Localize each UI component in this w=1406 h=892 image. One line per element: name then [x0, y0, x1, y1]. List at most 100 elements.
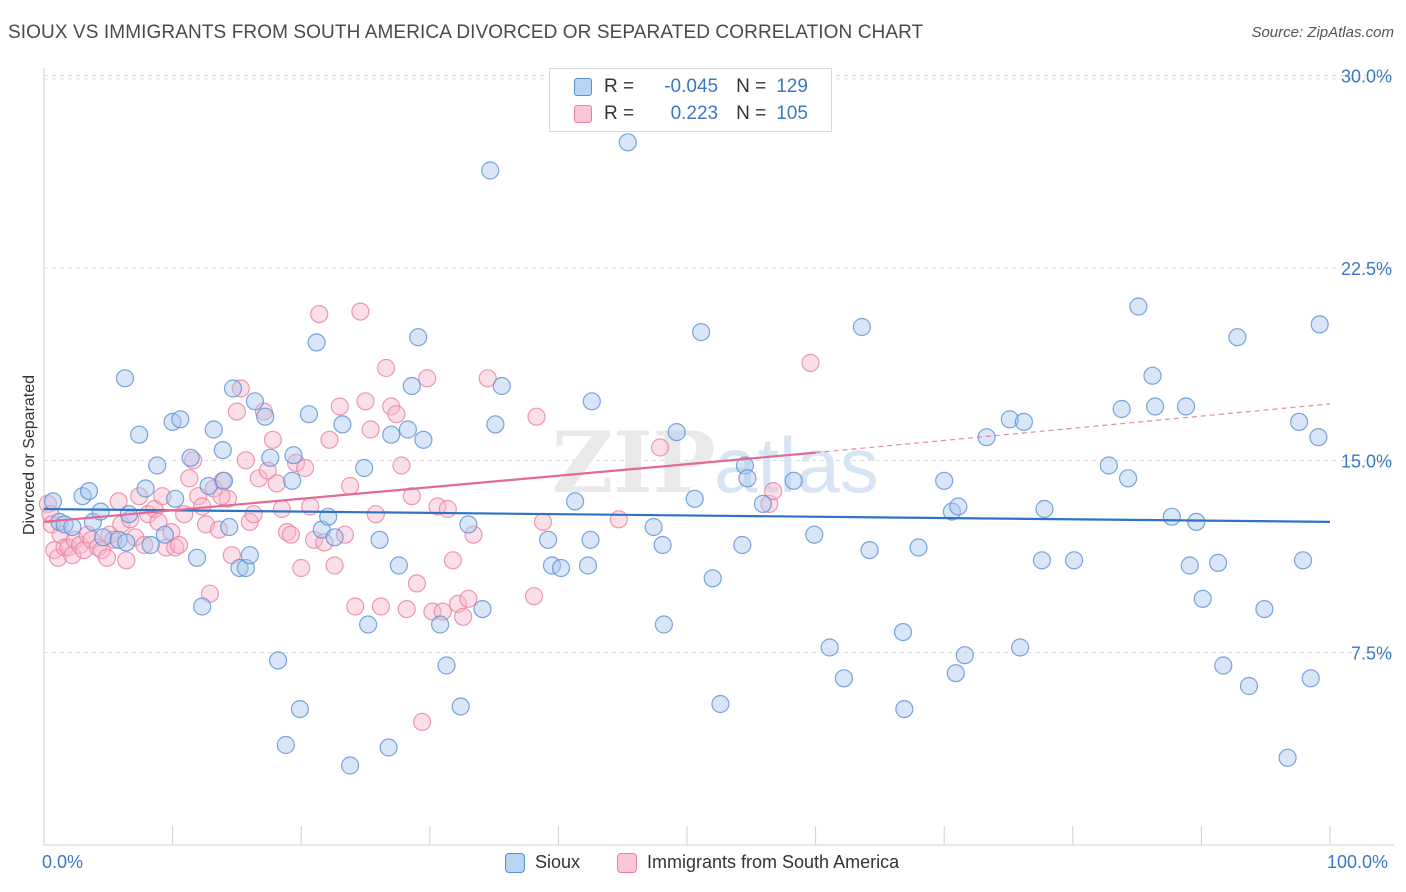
sioux-point: [860, 540, 879, 560]
sioux-point: [481, 161, 500, 180]
immigrants-point: [387, 405, 406, 424]
sioux-point: [667, 423, 686, 442]
immigrants-point: [650, 438, 670, 457]
immigrants-point: [459, 589, 478, 608]
immigrants-point: [361, 420, 380, 439]
immigrants-point: [325, 556, 344, 575]
sioux-point: [895, 699, 914, 719]
sioux-point: [220, 517, 239, 537]
sioux-point: [269, 651, 288, 670]
sioux-point: [653, 535, 672, 555]
immigrants-point: [533, 512, 553, 532]
trend-lines: [43, 403, 1331, 523]
sioux-r-value: -0.045: [664, 76, 719, 97]
bottom-immigrants-swatch: [617, 852, 637, 873]
sioux-point: [63, 517, 82, 537]
sioux-point: [276, 735, 295, 755]
sioux-point: [1064, 551, 1084, 570]
sioux-point: [370, 530, 389, 549]
immigrants-point: [413, 712, 432, 732]
sioux-point: [1255, 599, 1274, 619]
immigrants-point: [377, 358, 396, 378]
imm-r-value: 0.223: [670, 103, 719, 124]
bottom-legend-sioux: Sioux: [505, 852, 580, 873]
immigrants-point: [524, 587, 544, 606]
immigrants-point: [244, 505, 263, 524]
sioux-point: [1309, 428, 1328, 447]
sioux-point: [1301, 669, 1320, 688]
immigrants-point: [169, 535, 189, 555]
sioux-point: [240, 546, 259, 565]
immigrants-point: [267, 474, 286, 493]
x-tick-label-min: 0.0%: [42, 852, 84, 872]
immigrants-point: [184, 451, 203, 470]
sioux-point: [355, 458, 374, 478]
sioux-point: [753, 494, 773, 513]
sioux-point: [538, 530, 558, 549]
immigrants-point: [296, 458, 315, 478]
sioux-point: [654, 615, 674, 634]
sioux-point: [784, 471, 803, 490]
chart-title: SIOUX VS IMMIGRANTS FROM SOUTH AMERICA D…: [8, 22, 924, 43]
sioux-point: [333, 415, 352, 434]
sioux-point: [284, 446, 303, 465]
immigrants-point: [330, 397, 349, 416]
sioux-point: [1014, 412, 1034, 431]
immigrants-point: [418, 369, 437, 388]
sioux-point: [379, 738, 398, 757]
sioux-point: [199, 476, 218, 496]
source-credit: Source: ZipAtlas.com: [1251, 24, 1394, 41]
bottom-immigrants-label: Immigrants from South America: [647, 852, 900, 872]
sioux-point: [1099, 456, 1118, 475]
sioux-point: [1145, 397, 1165, 416]
sioux-point: [1278, 748, 1297, 767]
sioux-point: [325, 528, 344, 547]
legend-row-sioux: R = -0.045 N = 129: [574, 73, 808, 101]
sioux-n-value: 129: [776, 76, 808, 97]
immigrants-point: [117, 551, 136, 570]
sioux-point: [852, 317, 872, 337]
sioux-point: [1293, 551, 1313, 570]
sioux-point: [691, 323, 711, 342]
sioux-point: [193, 597, 212, 616]
bottom-legend-immigrants: Immigrants from South America: [617, 852, 899, 873]
sioux-point: [644, 517, 663, 537]
sioux-point: [1010, 638, 1030, 657]
axes: [43, 68, 1394, 846]
immigrants-point: [438, 499, 457, 519]
sioux-point: [805, 525, 824, 544]
sioux-point: [1228, 328, 1247, 347]
sioux-n-label: N =: [736, 76, 767, 97]
sioux-point: [283, 471, 302, 490]
sioux-point: [486, 415, 505, 434]
sioux-point: [1310, 315, 1329, 334]
sioux-point: [685, 489, 704, 508]
sioux-point: [245, 392, 264, 411]
sioux-point: [618, 133, 637, 152]
watermark: ZIP atlas: [552, 413, 879, 512]
immigrants-point: [212, 487, 231, 506]
sioux-point: [155, 525, 174, 544]
sioux-point: [935, 471, 954, 490]
x-tick-marks: [43, 826, 1331, 845]
sioux-point: [214, 471, 234, 490]
sioux-point: [893, 622, 913, 642]
immigrants-point: [272, 499, 291, 519]
immigrants-trend-line: [43, 451, 816, 523]
watermark-zip: ZIP: [552, 413, 716, 512]
y-tick-label: 22.5%: [1341, 259, 1392, 279]
sioux-point: [1118, 469, 1138, 488]
immigrants-point: [454, 607, 473, 626]
immigrants-point: [310, 305, 329, 324]
immigrants-point: [346, 597, 365, 616]
immigrants-point: [397, 599, 416, 619]
sioux-point: [43, 492, 63, 511]
sioux-point: [1180, 556, 1199, 575]
sioux-point: [359, 615, 378, 634]
immigrants-points: [38, 302, 820, 732]
immigrants-point: [609, 510, 628, 529]
sioux-point: [213, 441, 232, 460]
sioux-point: [181, 448, 200, 467]
immigrants-point: [478, 369, 497, 388]
